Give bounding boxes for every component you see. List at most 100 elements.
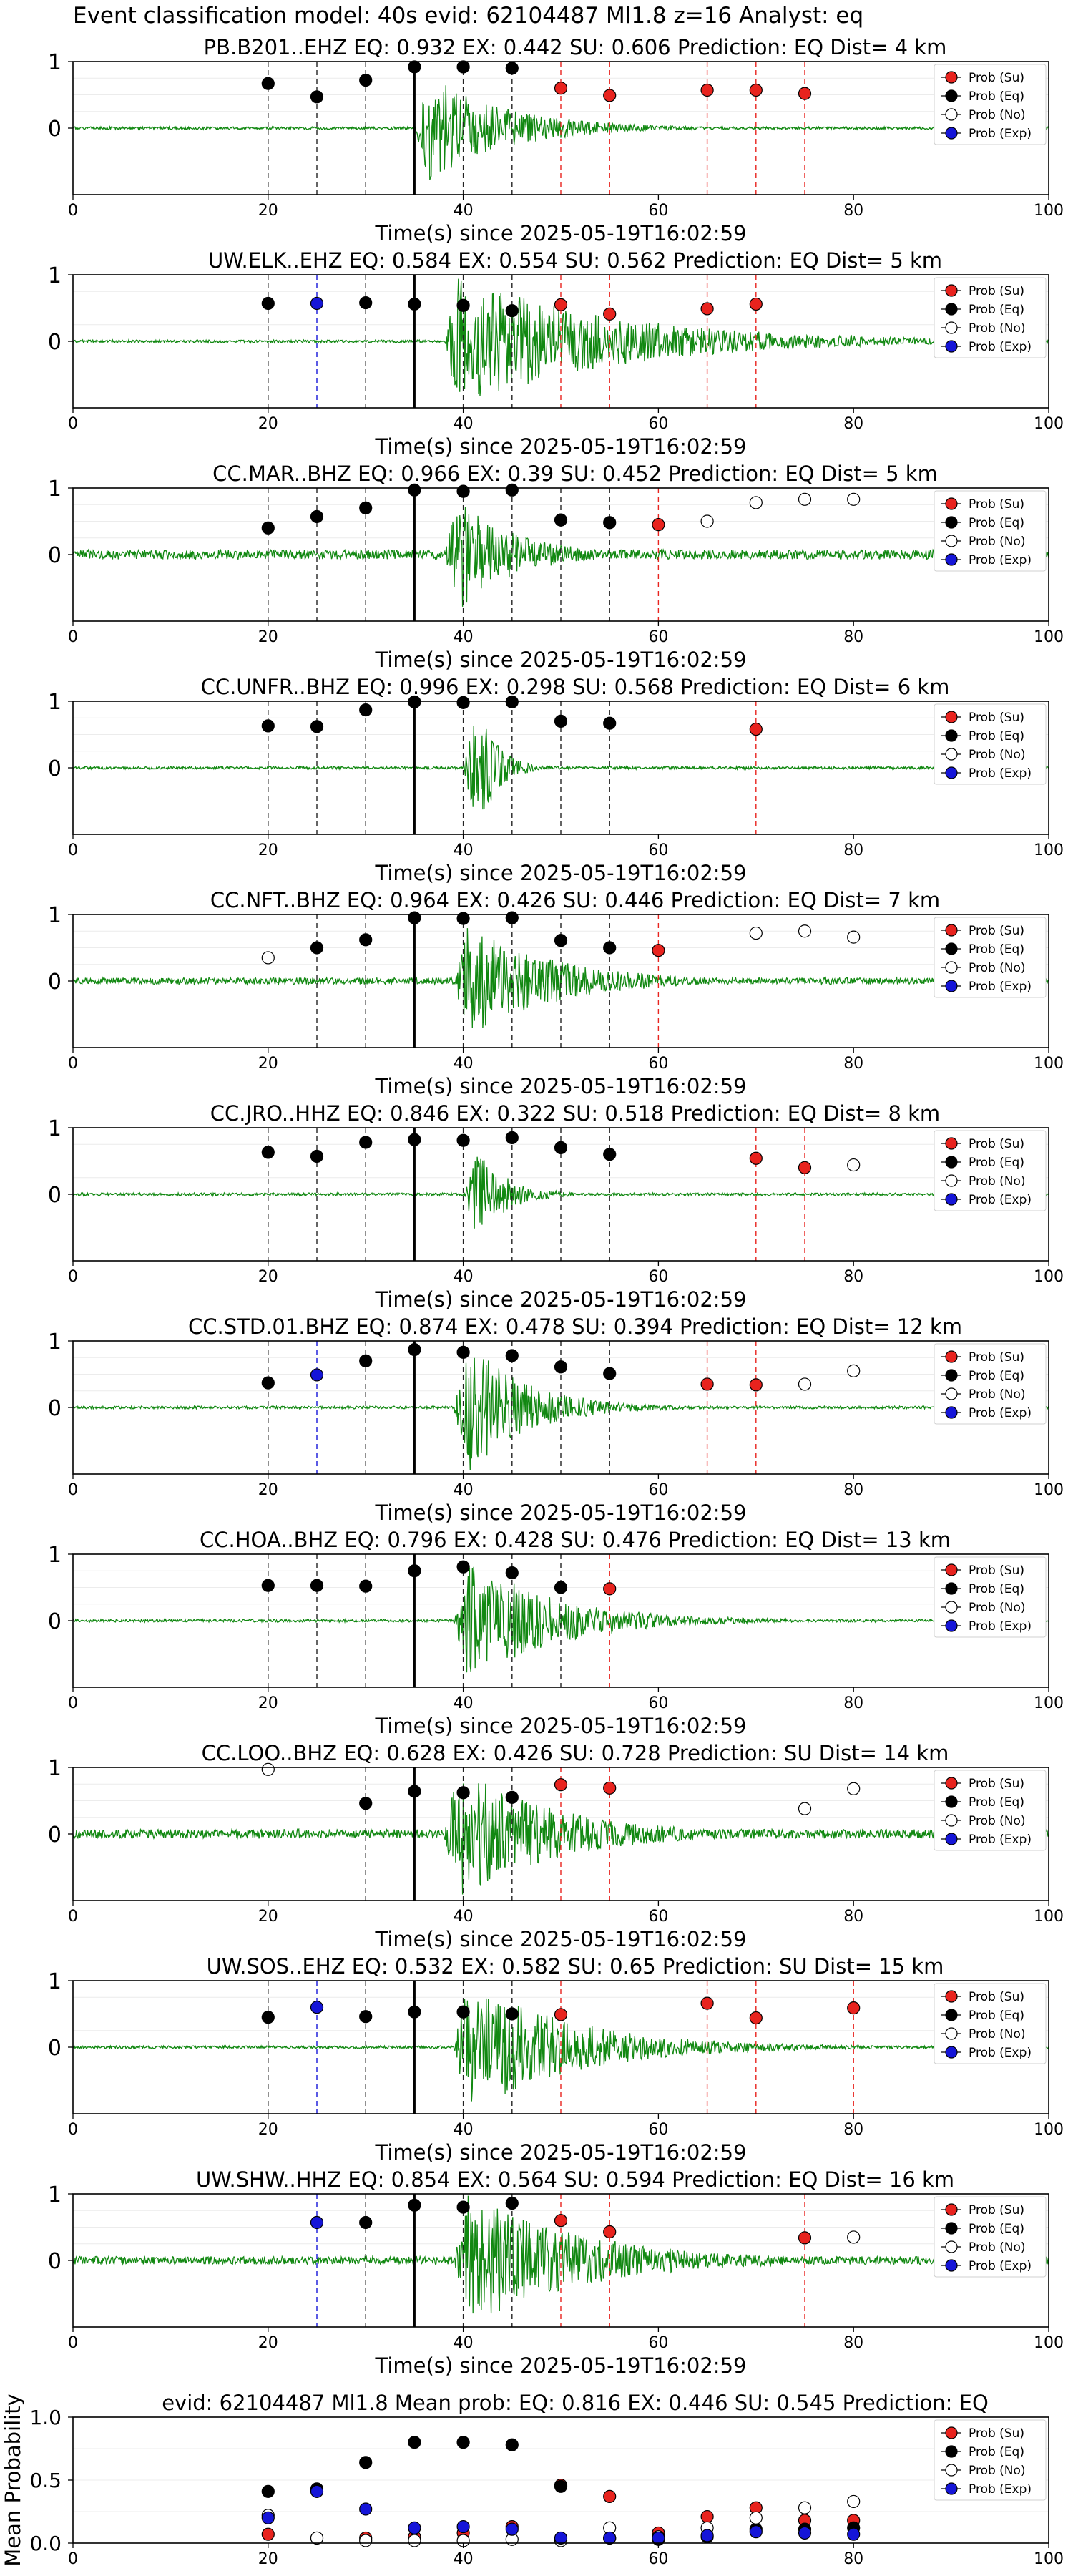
panel-title: UW.ELK..EHZ EQ: 0.584 EX: 0.554 SU: 0.56…	[208, 248, 942, 273]
legend-label-exp: Prob (Exp)	[969, 2482, 1032, 2497]
mean-prob-point-exp	[359, 2502, 373, 2516]
x-tick-label: 40	[454, 415, 474, 433]
waveform-trace	[72, 928, 1049, 1028]
prob-point	[408, 2005, 421, 2019]
prob-point	[554, 298, 568, 311]
mean-prob-point-eq	[554, 2479, 568, 2493]
legend-label-eq: Prob (Eq)	[969, 516, 1024, 530]
prob-point	[408, 1564, 421, 1578]
x-tick-label: 80	[843, 2550, 863, 2568]
x-tick-label: 0	[68, 202, 78, 220]
prob-point	[847, 2230, 861, 2244]
prob-point	[554, 1581, 568, 1594]
panel-title: CC.HOA..BHZ EQ: 0.796 EX: 0.428 SU: 0.47…	[200, 1528, 951, 1552]
mean-prob-point-eq	[505, 2438, 519, 2451]
x-tick-label: 20	[258, 1908, 278, 1926]
y-tick-label: 1	[48, 50, 62, 75]
legend-marker-exp	[945, 2482, 958, 2495]
prob-point	[749, 2011, 763, 2025]
prob-point	[603, 941, 617, 955]
x-tick-label: 80	[843, 2121, 863, 2139]
x-tick-label: 60	[648, 628, 668, 646]
legend-label-eq: Prob (Eq)	[969, 729, 1024, 743]
prob-point	[310, 1579, 324, 1592]
legend-label-eq: Prob (Eq)	[969, 2445, 1024, 2459]
prob-point	[603, 1781, 617, 1795]
mean-prob-point-eq	[359, 2456, 373, 2469]
prob-point	[554, 2008, 568, 2021]
x-tick-label: 80	[843, 1694, 863, 1712]
x-tick-label: 100	[1034, 841, 1064, 859]
legend-label-su: Prob (Su)	[969, 2203, 1024, 2218]
prob-point	[505, 1790, 519, 1804]
x-tick-label: 20	[258, 2334, 278, 2352]
legend-label-no: Prob (No)	[969, 1601, 1026, 1615]
legend-box	[934, 1343, 1047, 1425]
legend-marker-exp	[945, 1833, 958, 1845]
x-tick-label: 80	[843, 628, 863, 646]
legend-marker-su	[945, 71, 958, 84]
panel-title: CC.UNFR..BHZ EQ: 0.996 EX: 0.298 SU: 0.5…	[201, 675, 950, 699]
mean-prob-point-exp	[700, 2529, 714, 2542]
legend-marker-no	[945, 1174, 958, 1187]
x-tick-label: 80	[843, 841, 863, 859]
x-tick-label: 60	[648, 415, 668, 433]
legend-label-eq: Prob (Eq)	[969, 89, 1024, 104]
y-tick-label: 0	[48, 970, 62, 995]
mean-prob-point-no	[847, 2494, 861, 2509]
y-tick-label: 0	[48, 543, 62, 568]
legend-box	[934, 703, 1047, 785]
x-tick-label: 100	[1034, 2334, 1064, 2352]
legend-label-su: Prob (Su)	[969, 924, 1024, 938]
y-tick-label: 1	[48, 903, 62, 928]
legend-marker-su	[945, 1777, 958, 1790]
x-tick-label: 20	[258, 628, 278, 646]
x-tick-label: 80	[843, 1908, 863, 1926]
prob-point	[554, 714, 568, 728]
prob-point	[798, 924, 812, 938]
prob-point	[554, 82, 568, 95]
legend-marker-no	[945, 2240, 958, 2253]
legend-label-eq: Prob (Eq)	[969, 303, 1024, 317]
legend-box	[934, 1983, 1047, 2064]
mean-prob-point-no	[310, 2531, 324, 2545]
panel-title: UW.SHW..HHZ EQ: 0.854 EX: 0.564 SU: 0.59…	[196, 2167, 954, 2192]
x-tick-label: 100	[1034, 1481, 1064, 1499]
y-tick-label: 0	[48, 1609, 62, 1634]
prob-point	[505, 1566, 519, 1580]
y-tick-label: 1	[48, 1969, 62, 1994]
x-tick-label: 0	[68, 1908, 78, 1926]
panel-title: PB.B201..EHZ EQ: 0.932 EX: 0.442 SU: 0.6…	[204, 35, 947, 59]
prob-point	[798, 2231, 812, 2245]
prob-point	[603, 2225, 617, 2239]
mean-prob-point-no	[359, 2534, 373, 2547]
y-tick-label: 0	[48, 330, 62, 355]
waveform-trace	[72, 726, 1049, 810]
mean-prob-point-exp	[847, 2527, 861, 2541]
x-axis-label: Time(s) since 2025-05-19T16:02:59	[375, 2353, 747, 2378]
x-tick-label: 100	[1034, 202, 1064, 220]
legend-marker-no	[945, 748, 958, 761]
prob-point	[310, 941, 324, 955]
x-tick-label: 60	[648, 1055, 668, 1073]
prob-point	[847, 1364, 861, 1377]
x-axis-label: Time(s) since 2025-05-19T16:02:59	[375, 861, 747, 885]
prob-point	[505, 1131, 519, 1145]
mean-prob-point-exp	[408, 2521, 421, 2534]
legend-marker-eq	[945, 2009, 958, 2021]
mean-prob-point-exp	[261, 2511, 275, 2524]
prob-point	[652, 944, 665, 957]
panel-title: CC.MAR..BHZ EQ: 0.966 EX: 0.39 SU: 0.452…	[212, 462, 938, 486]
prob-point	[847, 1158, 861, 1172]
legend-label-no: Prob (No)	[969, 2240, 1026, 2255]
prob-point	[261, 1762, 275, 1776]
prob-point	[456, 60, 470, 74]
x-tick-label: 80	[843, 202, 863, 220]
x-tick-label: 100	[1034, 1055, 1064, 1073]
prob-point	[310, 1368, 324, 1382]
prob-point	[359, 1136, 373, 1149]
prob-point	[700, 1996, 714, 2010]
